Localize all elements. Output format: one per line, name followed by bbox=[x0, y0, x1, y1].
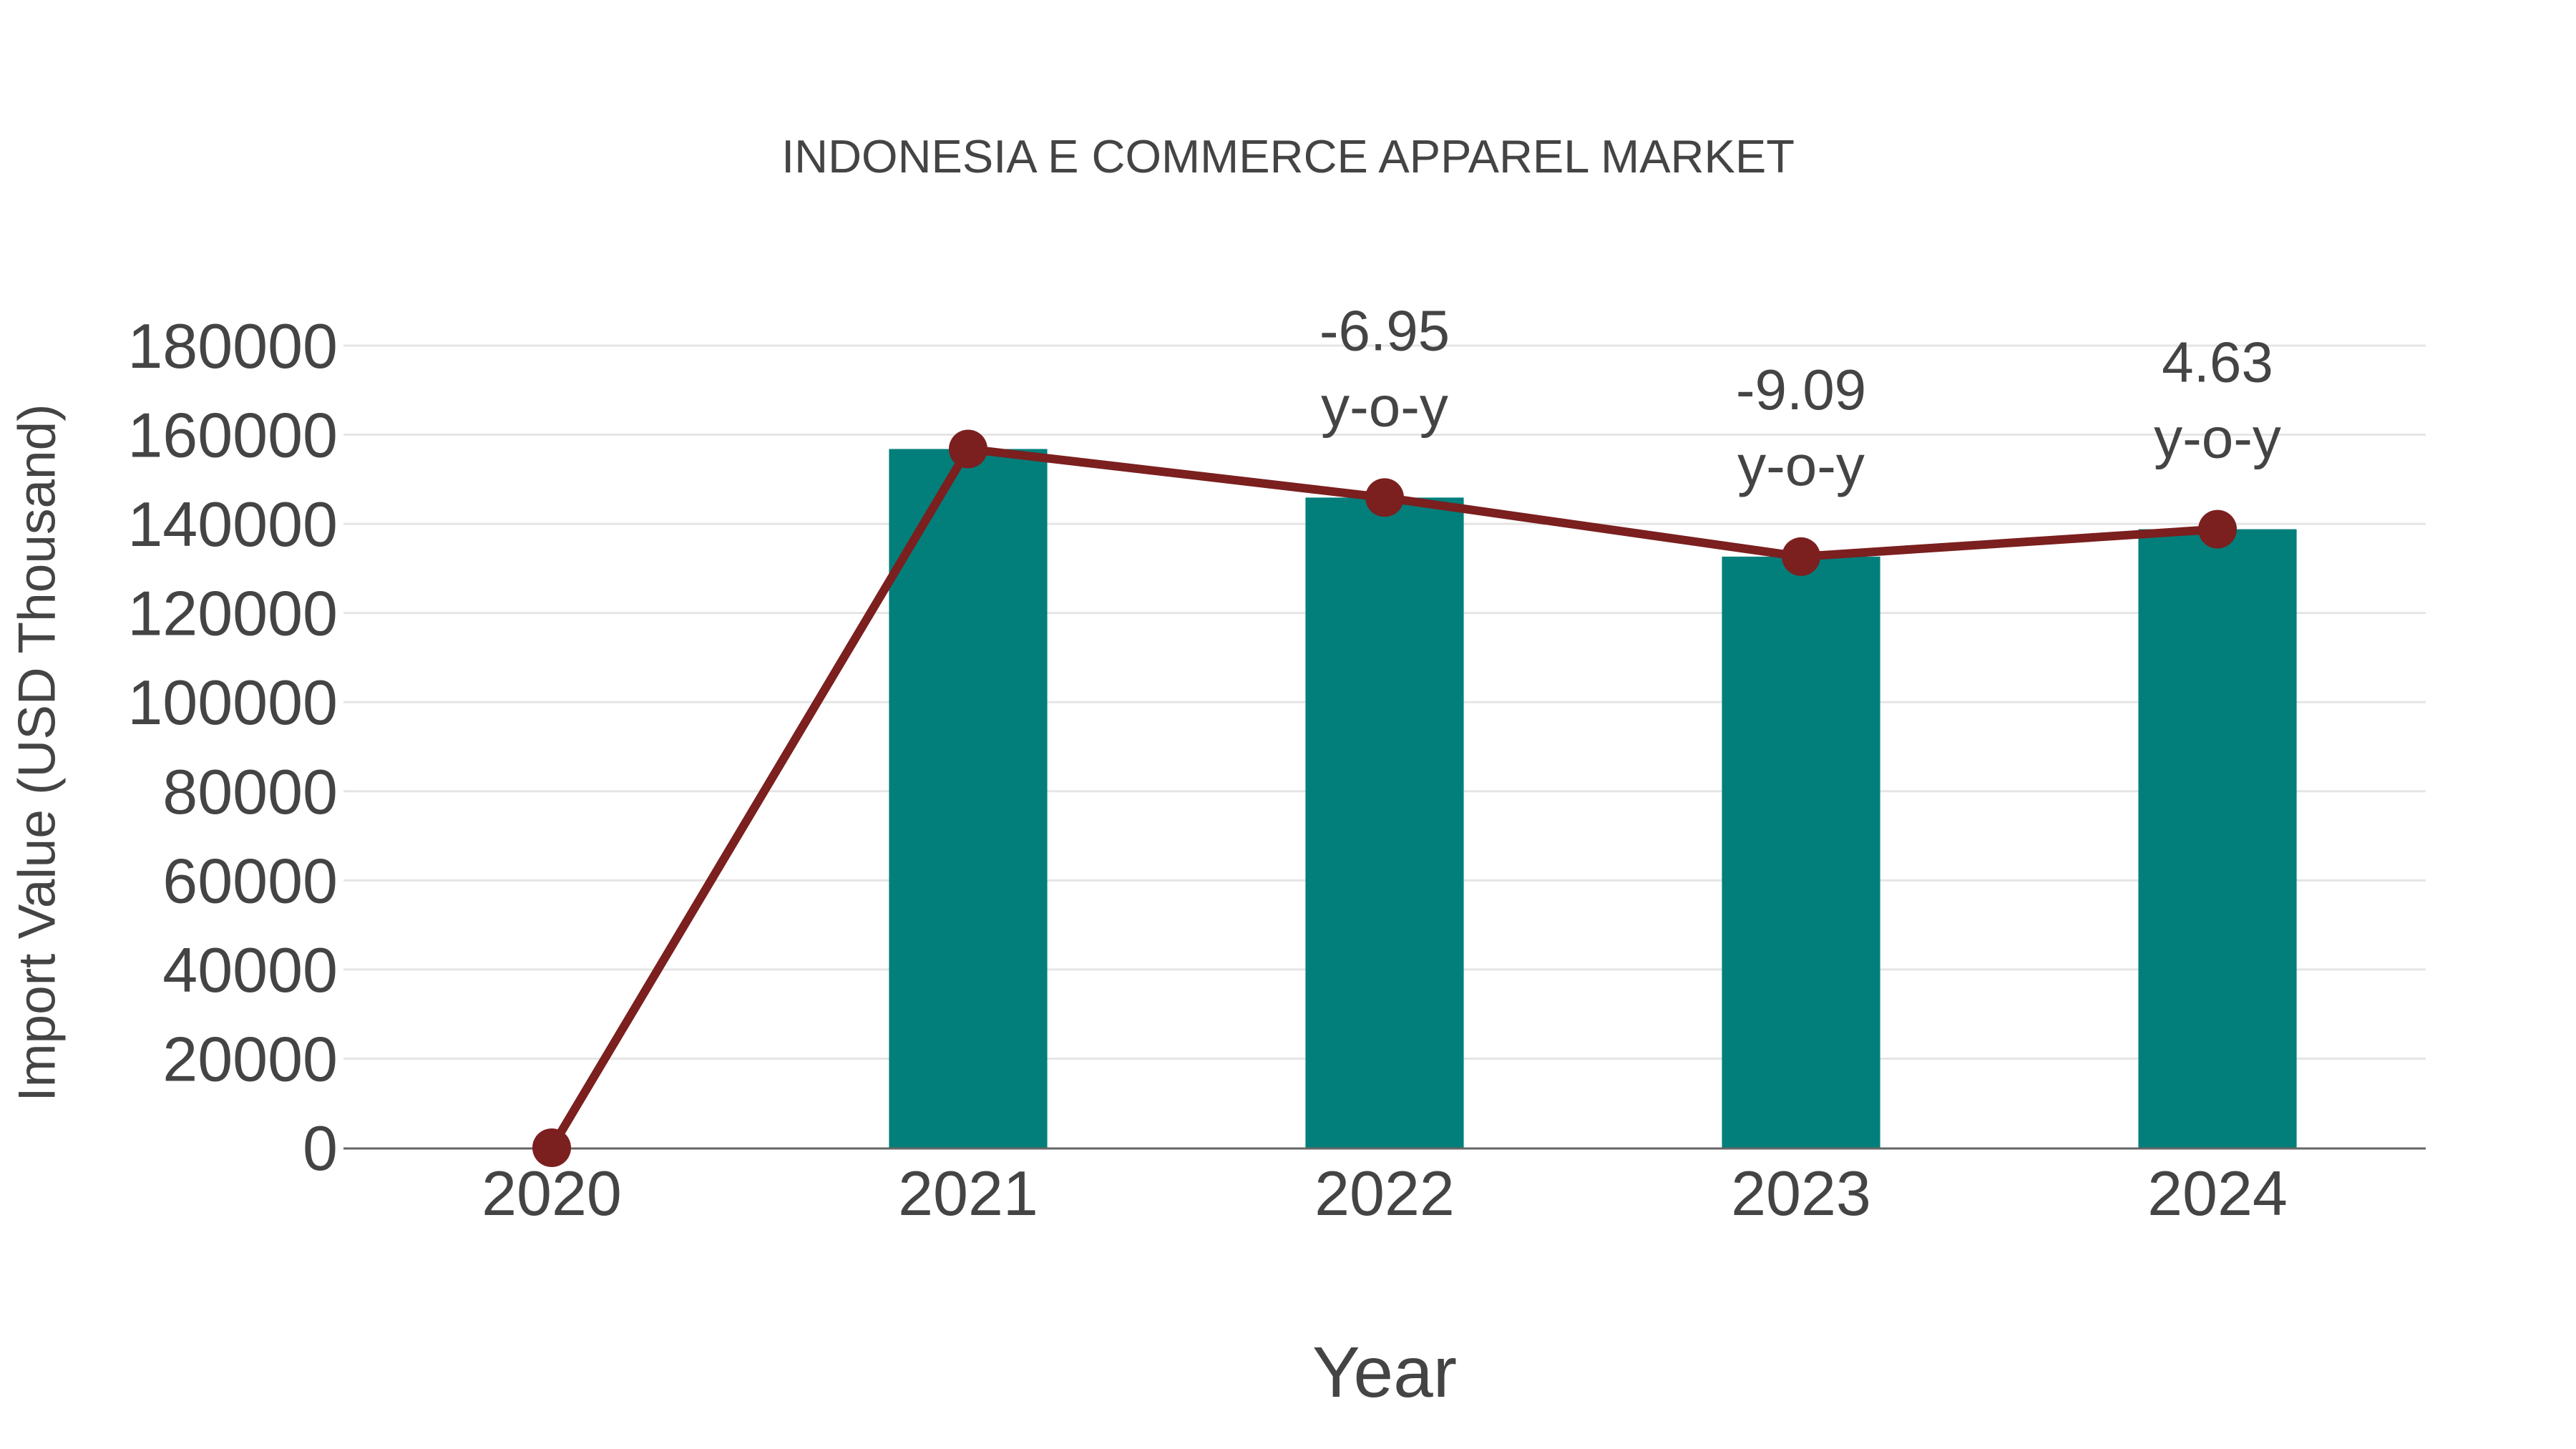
yoy-value: -9.09 bbox=[1736, 358, 1866, 421]
annotation-2024: 4.63 y-o-y bbox=[2154, 331, 2281, 470]
yoy-label: y-o-y bbox=[1737, 434, 1865, 497]
line-series bbox=[532, 429, 2237, 1167]
marker-2020 bbox=[532, 1128, 571, 1167]
bar-series bbox=[889, 449, 2297, 1148]
x-tick-label: 2022 bbox=[1314, 1158, 1455, 1229]
annotation-2022: -6.95 y-o-y bbox=[1319, 298, 1450, 438]
marker-2024 bbox=[2198, 509, 2237, 549]
y-tick-label: 20000 bbox=[162, 1023, 338, 1094]
x-tick-label: 2021 bbox=[898, 1158, 1038, 1229]
x-tick-label: 2020 bbox=[482, 1158, 622, 1229]
chart-title: INDONESIA E COMMERCE APPAREL MARKET bbox=[781, 130, 1795, 182]
y-tick-label: 100000 bbox=[127, 667, 338, 738]
yoy-value: 4.63 bbox=[2162, 331, 2273, 394]
y-axis-ticks: 0 20000 40000 60000 80000 100000 120000 140000 1… bbox=[127, 311, 338, 1184]
bar-2021 bbox=[889, 449, 1048, 1148]
annotation-2023: -9.09 y-o-y bbox=[1736, 358, 1866, 497]
y-tick-label: 40000 bbox=[162, 935, 338, 1005]
marker-2022 bbox=[1365, 478, 1404, 517]
marker-2023 bbox=[1782, 537, 1820, 576]
yoy-annotations: -6.95 y-o-y -9.09 y-o-y 4.63 y-o-y bbox=[1319, 298, 2281, 497]
yoy-label: y-o-y bbox=[2154, 406, 2281, 470]
marker-2021 bbox=[949, 429, 987, 469]
x-axis-title: Year bbox=[1312, 1332, 1458, 1413]
x-tick-label: 2023 bbox=[1731, 1158, 1871, 1229]
x-axis-ticks: 2020 2021 2022 2023 2024 bbox=[482, 1158, 2288, 1229]
bar-2022 bbox=[1305, 497, 1464, 1148]
yoy-value: -6.95 bbox=[1319, 298, 1450, 362]
yoy-label: y-o-y bbox=[1321, 374, 1448, 438]
y-tick-label: 160000 bbox=[127, 400, 338, 471]
bar-2023 bbox=[1722, 556, 1880, 1148]
y-tick-label: 120000 bbox=[127, 578, 338, 649]
y-tick-label: 80000 bbox=[162, 756, 338, 827]
y-tick-label: 180000 bbox=[127, 311, 338, 381]
y-tick-label: 140000 bbox=[127, 489, 338, 560]
y-tick-label: 0 bbox=[303, 1113, 338, 1184]
y-tick-label: 60000 bbox=[162, 845, 338, 916]
bar-2024 bbox=[2138, 529, 2297, 1148]
x-tick-label: 2024 bbox=[2147, 1158, 2288, 1229]
